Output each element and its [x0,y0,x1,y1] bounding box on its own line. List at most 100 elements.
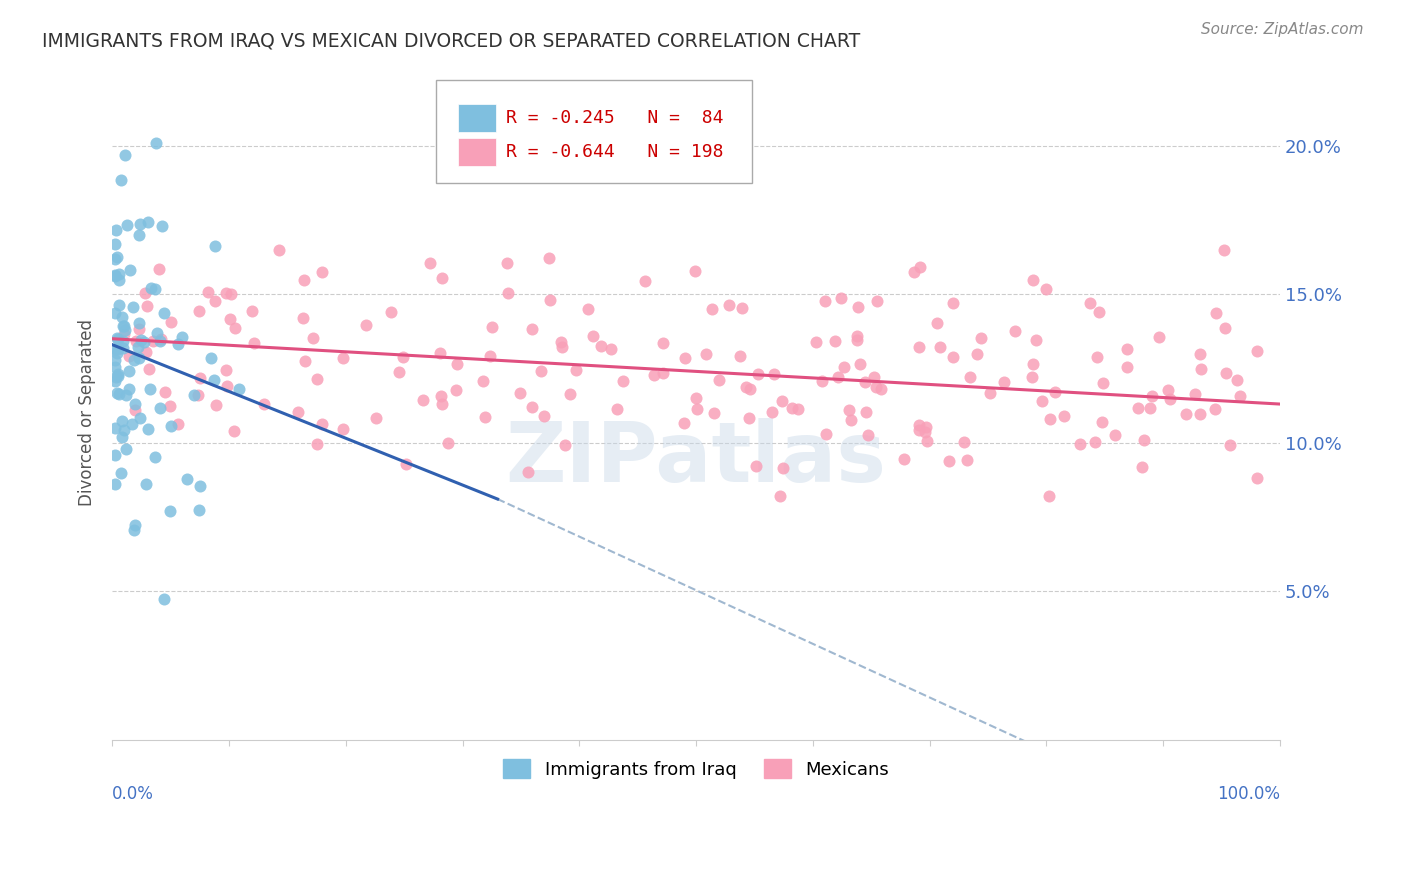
Point [707,373,730,387]
Point [188,303,211,318]
Point [993,375,1015,389]
Point [292,310,315,325]
Point [952,434,974,449]
Point [846,301,869,315]
Point [124,397,146,411]
Y-axis label: Divorced or Separated: Divorced or Separated [79,319,96,507]
Point [1246,470,1268,484]
Point [294,354,316,368]
Point [430,388,453,402]
Point [364,411,387,425]
Point [128,227,150,242]
Point [1215,367,1237,381]
Point [432,271,454,285]
Point [1035,282,1057,296]
Point [356,318,378,333]
Point [870,382,893,396]
Point [827,370,849,384]
Point [103,268,125,282]
Point [118,364,141,378]
Point [128,322,150,336]
Point [122,524,145,538]
Point [830,291,852,305]
Point [176,472,198,486]
Point [188,503,211,517]
Point [292,273,315,287]
Point [148,262,170,277]
Point [103,374,125,388]
Point [105,369,128,384]
Point [1205,306,1227,320]
Point [1022,357,1045,371]
Point [845,329,868,343]
Point [1025,333,1047,347]
Point [302,331,325,345]
Text: R = -0.644   N = 198: R = -0.644 N = 198 [506,144,724,161]
Point [215,378,238,392]
Point [122,352,145,367]
Point [332,422,354,436]
Point [103,342,125,356]
Point [1184,387,1206,401]
Point [804,334,827,349]
Point [496,285,519,300]
Point [761,405,783,419]
Text: 100.0%: 100.0% [1218,785,1279,804]
Point [129,333,152,347]
Point [105,250,128,264]
Point [115,219,138,233]
Point [747,368,769,382]
Point [849,357,872,371]
Point [110,467,132,481]
Point [111,342,134,356]
Point [728,349,751,363]
Point [118,349,141,363]
Point [522,322,544,336]
Point [832,359,855,374]
Point [1039,412,1062,426]
Point [111,414,134,428]
Point [104,236,127,251]
Point [643,368,665,383]
Point [110,173,132,187]
Point [672,417,695,431]
Point [111,334,134,348]
Point [224,321,246,335]
Point [1088,305,1111,319]
Point [153,591,176,606]
Point [124,517,146,532]
Point [907,418,929,433]
Point [114,387,136,401]
Point [145,450,167,464]
Point [1078,296,1101,310]
Point [738,411,761,425]
Point [419,255,441,269]
Point [863,370,886,384]
Point [143,283,166,297]
Point [167,337,190,351]
Point [685,392,707,406]
Point [105,346,128,360]
Point [124,402,146,417]
Point [1104,428,1126,442]
Point [1084,434,1107,449]
Point [114,323,136,337]
Point [135,345,157,359]
Point [1031,393,1053,408]
Point [853,375,876,389]
Point [652,366,675,380]
Point [1139,401,1161,415]
Point [145,136,167,150]
Point [772,460,794,475]
Point [516,466,538,480]
Point [148,401,170,416]
Point [1116,342,1139,356]
Point [152,306,174,320]
Point [1204,402,1226,417]
Point [160,315,183,329]
Point [115,442,138,456]
Point [107,273,129,287]
Point [1246,344,1268,359]
Point [105,330,128,344]
Point [444,383,467,397]
